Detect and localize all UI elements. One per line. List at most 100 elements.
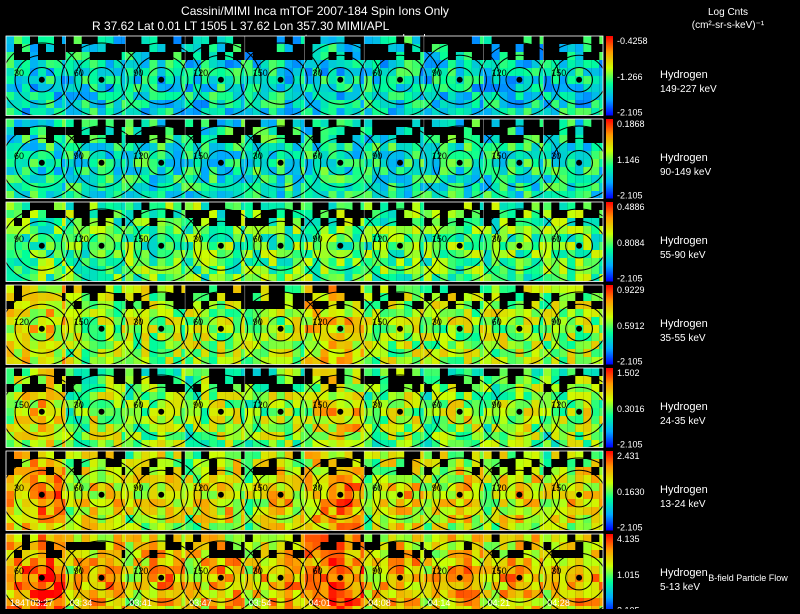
- heatmap-cell: [583, 258, 591, 266]
- heatmap-cell: [575, 317, 583, 325]
- heatmap-cell: [209, 274, 217, 282]
- heatmap-cell: [508, 191, 516, 199]
- heatmap-cell: [66, 451, 74, 459]
- heatmap-cell: [364, 119, 372, 127]
- contour-label: 60: [253, 234, 263, 244]
- heatmap-cell: [201, 416, 209, 424]
- heatmap-cell: [209, 507, 217, 515]
- heatmap-cell: [173, 60, 181, 68]
- heatmap-cell: [508, 108, 516, 116]
- heatmap-cell: [125, 408, 133, 416]
- heatmap-cell: [22, 333, 30, 341]
- heatmap-cell: [440, 301, 448, 309]
- heatmap-cell: [516, 258, 524, 266]
- flow-direction-marker: [158, 160, 164, 166]
- heatmap-cell: [484, 451, 492, 459]
- heatmap-cell: [82, 590, 90, 598]
- heatmap-cell: [125, 325, 133, 333]
- heatmap-cell: [353, 475, 361, 483]
- contour-label: 30: [193, 234, 203, 244]
- heatmap-cell: [22, 167, 30, 175]
- heatmap-cell: [591, 475, 599, 483]
- flow-direction-marker: [576, 326, 582, 332]
- heatmap-cell: [217, 475, 225, 483]
- heatmap-cell: [412, 475, 420, 483]
- contour-label: 120: [492, 483, 507, 493]
- heatmap-cell: [261, 582, 269, 590]
- heatmap-cell: [516, 84, 524, 92]
- heatmap-cell: [285, 357, 293, 365]
- heatmap-cell: [543, 357, 551, 365]
- flow-direction-marker: [576, 409, 582, 415]
- heatmap-cell: [484, 274, 492, 282]
- heatmap-cell: [74, 368, 82, 376]
- heatmap-cell: [185, 357, 193, 365]
- heatmap-cell: [559, 416, 567, 424]
- heatmap-cell: [98, 590, 106, 598]
- heatmap-cell: [516, 167, 524, 175]
- heatmap-cell: [540, 368, 544, 376]
- heatmap-cell: [6, 202, 14, 210]
- heatmap-cell: [464, 459, 472, 467]
- heatmap-cell: [245, 76, 253, 84]
- heatmap-cell: [98, 499, 106, 507]
- flow-direction-marker: [218, 492, 224, 498]
- heatmap-cell: [500, 384, 508, 392]
- heatmap-cell: [30, 143, 38, 151]
- heatmap-cell: [540, 515, 544, 523]
- heatmap-cell: [209, 60, 217, 68]
- colorbar-min: -2.105: [617, 523, 643, 533]
- heatmap-cell: [285, 44, 293, 52]
- flow-direction-marker: [337, 409, 343, 415]
- contour-label: 90: [432, 483, 442, 493]
- heatmap-cell: [90, 507, 98, 515]
- heatmap-cell: [141, 84, 149, 92]
- heatmap-cell: [149, 159, 157, 167]
- heatmap-cell: [106, 475, 114, 483]
- heatmap-cell: [269, 76, 277, 84]
- heatmap-cell: [337, 523, 345, 531]
- heatmap-cell: [22, 507, 30, 515]
- heatmap-cell: [277, 108, 285, 116]
- heatmap-cell: [599, 317, 603, 325]
- heatmap-cell: [181, 408, 185, 416]
- heatmap-cell: [185, 325, 193, 333]
- contour-label: 150: [193, 151, 208, 161]
- contour-label: 90: [133, 68, 143, 78]
- heatmap-cell: [412, 143, 420, 151]
- heatmap-cell: [532, 167, 540, 175]
- heatmap-cell: [500, 226, 508, 234]
- flow-direction-marker: [397, 492, 403, 498]
- heatmap-cell: [6, 183, 14, 191]
- heatmap-cell: [66, 202, 74, 210]
- heatmap-cell: [440, 119, 448, 127]
- heatmap-cell: [106, 175, 114, 183]
- heatmap-cell: [157, 258, 165, 266]
- heatmap-cell: [38, 590, 46, 598]
- heatmap-cell: [396, 127, 404, 135]
- heatmap-cell: [337, 191, 345, 199]
- heatmap-cell: [448, 507, 456, 515]
- heatmap-cell: [567, 475, 575, 483]
- heatmap-cell: [464, 127, 472, 135]
- heatmap-cell: [464, 293, 472, 301]
- heatmap-cell: [337, 499, 345, 507]
- heatmap-cell: [98, 167, 106, 175]
- heatmap-cell: [62, 135, 66, 143]
- heatmap-cell: [285, 376, 293, 384]
- heatmap-cell: [157, 60, 165, 68]
- heatmap-cell: [508, 175, 516, 183]
- heatmap-cell: [456, 341, 464, 349]
- heatmap-cell: [321, 333, 329, 341]
- heatmap-cell: [269, 475, 277, 483]
- heatmap-cell: [22, 392, 30, 400]
- heatmap-cell: [165, 226, 173, 234]
- heatmap-cell: [420, 515, 424, 523]
- heatmap-cell: [329, 175, 337, 183]
- contour-label: 30: [133, 317, 143, 327]
- heatmap-cell: [233, 68, 241, 76]
- heatmap-cell: [165, 325, 173, 333]
- heatmap-cell: [353, 143, 361, 151]
- heatmap-cell: [277, 44, 285, 52]
